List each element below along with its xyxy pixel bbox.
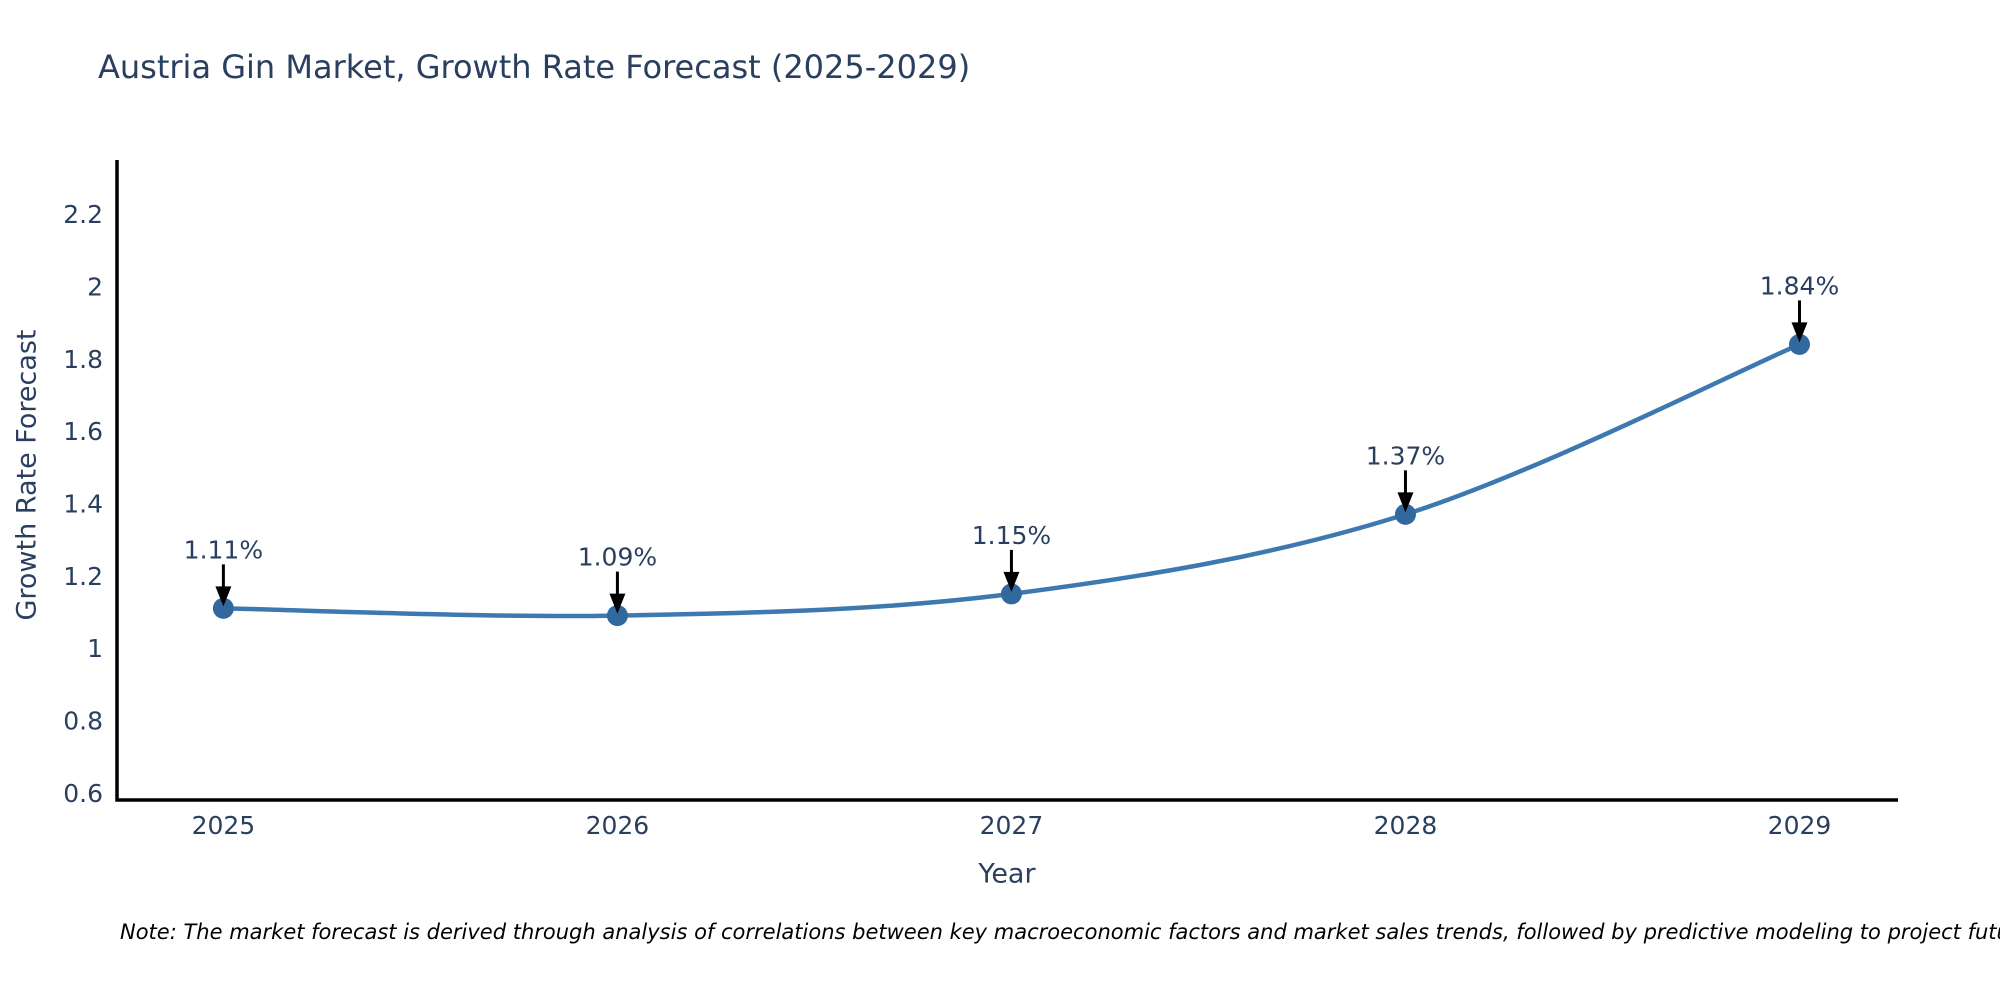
y-tick-label: 2.2 xyxy=(63,200,103,229)
data-point-2029 xyxy=(1788,333,1810,355)
x-axis-title: Year xyxy=(978,858,1036,890)
axis-spines xyxy=(115,160,1898,802)
data-point-2028 xyxy=(1394,503,1416,525)
data-point-2027 xyxy=(1000,583,1022,605)
y-tick-label: 1.4 xyxy=(63,490,103,519)
y-tick-label: 1.2 xyxy=(63,562,103,591)
annotation-arrowhead xyxy=(1397,492,1414,513)
point-annotation: 1.11% xyxy=(184,535,263,564)
point-annotation: 1.84% xyxy=(1760,271,1839,300)
annotation-arrowhead xyxy=(609,593,626,614)
y-tick-label: 1.8 xyxy=(63,345,103,374)
chart-title: Austria Gin Market, Growth Rate Forecast… xyxy=(98,48,971,86)
data-point-2026 xyxy=(606,605,628,627)
annotation-arrowhead xyxy=(1791,322,1808,343)
y-tick-label: 0.6 xyxy=(63,779,103,808)
x-tick-label: 2026 xyxy=(586,811,650,840)
y-tick-label: 1.6 xyxy=(63,417,103,446)
data-point-2025 xyxy=(212,597,234,619)
point-annotation: 1.37% xyxy=(1366,441,1445,470)
x-tick-label: 2029 xyxy=(1768,811,1832,840)
y-tick-label: 1 xyxy=(87,634,103,663)
x-tick-label: 2028 xyxy=(1374,811,1438,840)
footnote: Note: The market forecast is derived thr… xyxy=(120,920,2000,944)
x-tick-label: 2027 xyxy=(980,811,1044,840)
point-annotation: 1.15% xyxy=(972,521,1051,550)
y-tick-label: 0.8 xyxy=(63,706,103,735)
annotation-arrowhead xyxy=(1003,571,1020,592)
point-annotation: 1.09% xyxy=(578,543,657,572)
annotation-arrowhead xyxy=(215,586,232,607)
y-tick-label: 2 xyxy=(87,273,103,302)
x-tick-label: 2025 xyxy=(192,811,256,840)
